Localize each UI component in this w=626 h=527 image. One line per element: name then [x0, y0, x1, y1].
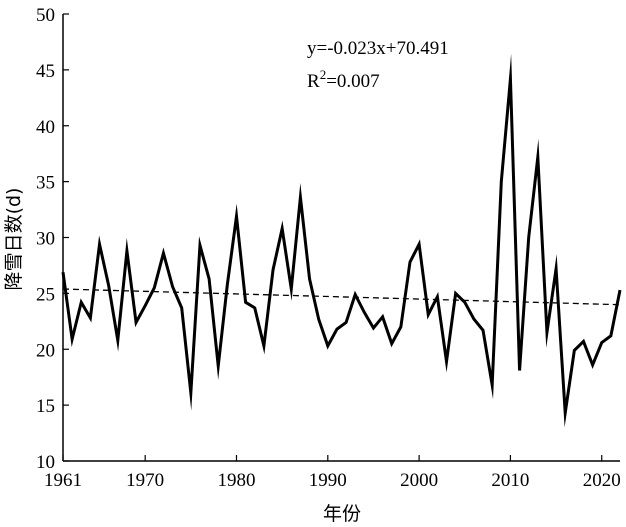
x-tick-label: 2010 — [491, 470, 529, 491]
trendline-group — [62, 288, 621, 306]
trendline — [62, 288, 621, 306]
x-tick-label: 1980 — [217, 470, 255, 491]
x-tick-label: 1970 — [126, 470, 164, 491]
y-tick-label: 30 — [36, 229, 55, 250]
x-tick-label: 1990 — [309, 470, 347, 491]
regression-equation: y=-0.023x+70.491 — [307, 38, 449, 59]
y-tick-label: 10 — [36, 452, 55, 473]
r-squared-prefix: R — [307, 71, 320, 92]
x-tick-label: 2020 — [583, 470, 621, 491]
y-ticks: 10 15 20 25 30 35 40 45 50 — [36, 5, 69, 473]
y-tick-label: 15 — [36, 396, 55, 417]
y-tick-label: 25 — [36, 284, 55, 305]
y-axis-label: 降雪日数(d) — [3, 188, 25, 291]
r-squared-superscript: 2 — [320, 67, 327, 82]
x-axis-label: 年份 — [323, 503, 361, 525]
y-tick-label: 40 — [36, 117, 55, 138]
y-tick-label: 35 — [36, 173, 55, 194]
r-squared-value: =0.007 — [326, 71, 379, 92]
y-tick-label: 50 — [36, 5, 55, 26]
r-squared-label: R2=0.007 — [307, 67, 380, 92]
series-group — [61, 53, 622, 428]
x-tick-label: 1961 — [44, 470, 82, 491]
x-tick-label: 2000 — [400, 470, 438, 491]
y-tick-label: 45 — [36, 61, 55, 82]
y-tick-label: 20 — [36, 340, 55, 361]
x-ticks: 1961 1970 1980 1990 2000 2010 2020 — [44, 455, 621, 491]
snowfall-days-series-line — [61, 53, 622, 428]
